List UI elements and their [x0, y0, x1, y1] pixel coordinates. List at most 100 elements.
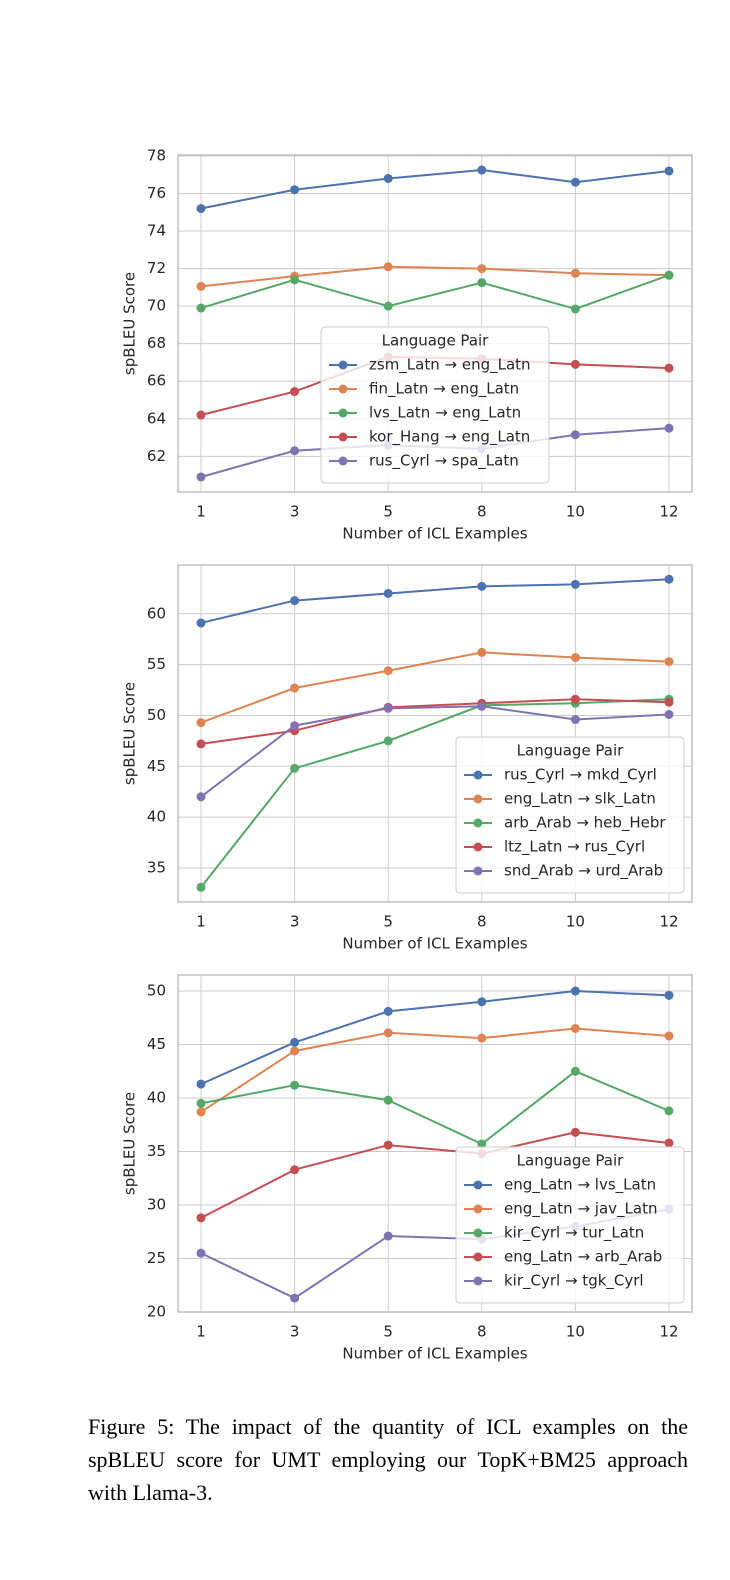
- x-tick-label: 10: [566, 1323, 585, 1341]
- marker: [196, 281, 206, 291]
- legend-label: eng_Latn → jav_Latn: [504, 1200, 657, 1219]
- x-tick-label: 3: [290, 503, 300, 521]
- marker: [570, 430, 580, 440]
- plot-frame: [177, 154, 693, 493]
- marker: [570, 1127, 580, 1137]
- marker: [664, 697, 674, 707]
- x-tick-label: 5: [383, 503, 393, 521]
- marker: [196, 1098, 206, 1108]
- x-tick-label: 8: [477, 1323, 487, 1341]
- legend-label: snd_Arab → urd_Arab: [504, 862, 663, 881]
- x-tick-label: 5: [383, 1323, 393, 1341]
- legend-marker: [473, 1180, 483, 1190]
- marker: [196, 1213, 206, 1223]
- marker: [383, 262, 393, 272]
- marker: [290, 387, 300, 397]
- x-axis-label: Number of ICL Examples: [342, 935, 527, 953]
- y-tick-label: 70: [147, 297, 166, 315]
- y-tick-label: 60: [147, 604, 166, 622]
- y-tick-label: 55: [147, 655, 166, 673]
- marker: [664, 1031, 674, 1041]
- x-tick-label: 10: [566, 913, 585, 931]
- marker: [664, 990, 674, 1000]
- legend-label: rus_Cyrl → spa_Latn: [369, 452, 519, 471]
- legend-title: Language Pair: [517, 742, 625, 760]
- legend-marker: [338, 384, 348, 394]
- marker: [196, 303, 206, 313]
- y-tick-label: 20: [147, 1303, 166, 1321]
- x-axis-label: Number of ICL Examples: [342, 1345, 527, 1363]
- legend-marker: [473, 818, 483, 828]
- marker: [290, 1037, 300, 1047]
- legend-marker: [473, 1228, 483, 1238]
- legend-label: kor_Hang → eng_Latn: [369, 428, 530, 447]
- marker: [290, 683, 300, 693]
- legend-box: [320, 326, 550, 484]
- marker: [196, 410, 206, 420]
- plot-frame: [177, 564, 693, 903]
- marker: [196, 1079, 206, 1089]
- marker: [664, 166, 674, 176]
- marker: [383, 736, 393, 746]
- marker: [196, 718, 206, 728]
- marker: [664, 1138, 674, 1148]
- legend-label: eng_Latn → lvs_Latn: [504, 1176, 656, 1195]
- marker: [664, 363, 674, 373]
- marker: [383, 1095, 393, 1105]
- legend-label: arb_Arab → heb_Hebr: [504, 814, 666, 833]
- marker: [570, 653, 580, 663]
- y-tick-label: 76: [147, 184, 166, 202]
- x-tick-label: 3: [290, 1323, 300, 1341]
- line: [200, 990, 670, 1086]
- x-tick-label: 8: [477, 503, 487, 521]
- legend-label: fin_Latn → eng_Latn: [369, 380, 519, 399]
- legend-label: eng_Latn → arb_Arab: [504, 1248, 662, 1267]
- marker: [664, 270, 674, 280]
- line: [200, 1131, 670, 1219]
- line: [200, 705, 670, 798]
- legend-marker: [338, 456, 348, 466]
- plot-frame: [177, 974, 693, 1313]
- marker: [383, 588, 393, 598]
- marker: [290, 446, 300, 456]
- marker: [383, 1028, 393, 1038]
- legend-marker: [338, 432, 348, 442]
- marker: [290, 721, 300, 731]
- legend-marker: [338, 408, 348, 418]
- marker: [664, 1106, 674, 1116]
- legend: Language Pair eng_Latn → lvs_Latn eng_Latn…: [455, 1146, 685, 1304]
- marker: [570, 177, 580, 187]
- marker: [196, 204, 206, 214]
- x-tick-label: 1: [196, 503, 206, 521]
- marker: [570, 715, 580, 725]
- legend-title: Language Pair: [382, 332, 490, 350]
- y-tick-label: 40: [147, 1089, 166, 1107]
- legend-box: [455, 736, 685, 894]
- y-tick-label: 45: [147, 1035, 166, 1053]
- x-tick-label: 1: [196, 1323, 206, 1341]
- marker: [570, 359, 580, 369]
- y-tick-label: 30: [147, 1196, 166, 1214]
- marker: [383, 1006, 393, 1016]
- legend: Language Pair zsm_Latn → eng_Latn fin_Latn…: [320, 326, 550, 484]
- legend-marker: [473, 794, 483, 804]
- marker: [290, 1165, 300, 1175]
- marker: [196, 739, 206, 749]
- marker: [290, 185, 300, 195]
- marker: [196, 1248, 206, 1258]
- legend-marker: [473, 1276, 483, 1286]
- y-tick-label: 64: [147, 409, 166, 427]
- marker: [664, 657, 674, 667]
- line: [200, 698, 670, 745]
- legend-marker: [473, 866, 483, 876]
- marker: [196, 472, 206, 482]
- marker: [477, 997, 487, 1007]
- marker: [383, 703, 393, 713]
- legend-label: kir_Cyrl → tgk_Cyrl: [504, 1272, 644, 1291]
- line: [200, 1070, 670, 1146]
- y-tick-label: 78: [147, 146, 166, 164]
- legend-label: lvs_Latn → eng_Latn: [369, 404, 521, 423]
- marker: [664, 709, 674, 719]
- line: [200, 698, 670, 888]
- line: [200, 578, 670, 624]
